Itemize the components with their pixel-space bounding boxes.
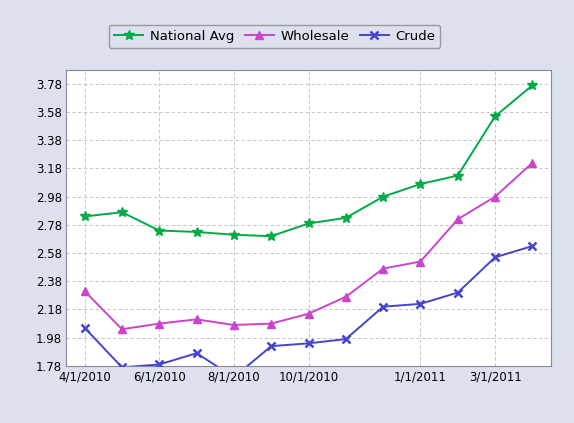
Crude	[305, 341, 312, 346]
Crude	[529, 244, 536, 249]
Line: Crude: Crude	[80, 242, 537, 382]
Wholesale	[119, 327, 126, 332]
Wholesale	[417, 259, 424, 264]
National Avg	[380, 194, 387, 199]
Wholesale	[267, 321, 275, 326]
National Avg	[491, 114, 498, 119]
Crude	[156, 362, 163, 367]
National Avg	[193, 229, 200, 234]
National Avg	[231, 232, 238, 237]
Wholesale	[529, 160, 536, 165]
Crude	[193, 351, 200, 356]
National Avg	[156, 228, 163, 233]
Crude	[491, 255, 498, 260]
National Avg	[417, 181, 424, 187]
Crude	[267, 343, 275, 349]
Line: National Avg: National Avg	[80, 80, 537, 241]
Wholesale	[342, 294, 349, 299]
Crude	[82, 325, 88, 330]
Wholesale	[193, 317, 200, 322]
National Avg	[305, 221, 312, 226]
Crude	[119, 365, 126, 370]
Wholesale	[305, 311, 312, 316]
Crude	[342, 337, 349, 342]
Wholesale	[156, 321, 163, 326]
National Avg	[82, 214, 88, 219]
Wholesale	[455, 217, 461, 222]
Crude	[231, 375, 238, 380]
Wholesale	[231, 322, 238, 327]
National Avg	[119, 210, 126, 215]
National Avg	[529, 83, 536, 88]
Crude	[380, 304, 387, 309]
National Avg	[342, 215, 349, 220]
National Avg	[267, 233, 275, 239]
Legend: National Avg, Wholesale, Crude: National Avg, Wholesale, Crude	[108, 25, 440, 48]
National Avg	[455, 173, 461, 178]
Line: Wholesale: Wholesale	[80, 159, 537, 333]
Wholesale	[82, 288, 88, 294]
Crude	[455, 290, 461, 295]
Wholesale	[491, 194, 498, 199]
Crude	[417, 301, 424, 306]
Wholesale	[380, 266, 387, 271]
